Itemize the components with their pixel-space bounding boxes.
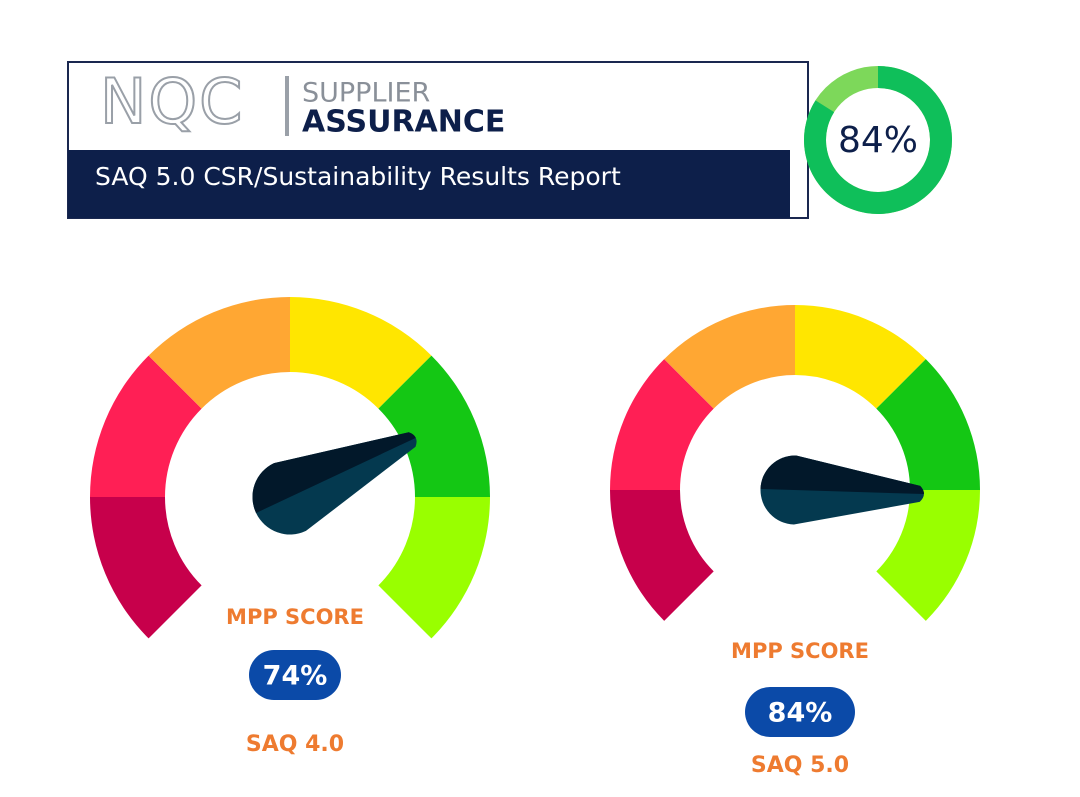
needle-shade <box>760 455 924 495</box>
gauge-segment <box>664 305 795 409</box>
needle <box>760 455 924 525</box>
gauge-segment <box>378 497 490 639</box>
gauge-title: MPP SCORE <box>226 605 364 629</box>
donut-label: 84% <box>838 120 918 161</box>
gauge-segment <box>148 297 290 409</box>
logo: NQC <box>100 65 244 138</box>
brand-bottom: ASSURANCE <box>302 105 505 140</box>
gauge-segment <box>795 305 926 409</box>
gauge-segment <box>610 359 714 490</box>
logo-divider <box>285 76 289 136</box>
gauge-subtitle: SAQ 5.0 <box>751 753 849 778</box>
gauge-segment <box>90 497 202 639</box>
donut-arc <box>804 66 952 214</box>
gauge-subtitle: SAQ 4.0 <box>246 732 344 757</box>
gauge-segment <box>876 490 980 621</box>
gauge-segment <box>876 359 980 490</box>
gauge-segment <box>378 355 490 497</box>
needle <box>252 432 417 535</box>
score-pill <box>745 687 855 737</box>
gauge-segment <box>90 355 202 497</box>
gauge-segment <box>290 297 432 409</box>
score-label: 74% <box>263 661 328 692</box>
score-pill <box>249 650 341 700</box>
gauge-title: MPP SCORE <box>731 639 869 663</box>
brand-top: SUPPLIER <box>302 78 430 109</box>
needle-shade <box>252 432 416 513</box>
gauge-segment <box>610 490 714 621</box>
header-banner <box>68 150 790 218</box>
score-label: 84% <box>768 698 833 729</box>
needle-body <box>252 432 417 535</box>
report-title: SAQ 5.0 CSR/Sustainability Results Repor… <box>95 162 621 191</box>
